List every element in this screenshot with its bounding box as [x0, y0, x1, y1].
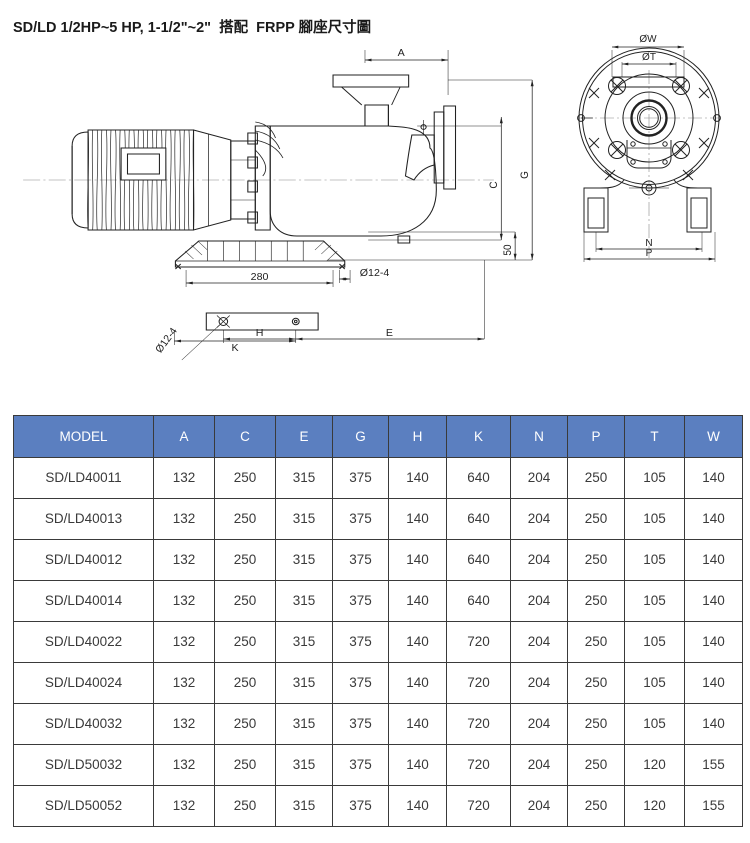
svg-text:280: 280 — [251, 272, 269, 283]
svg-text:Ø12-4: Ø12-4 — [154, 326, 180, 355]
svg-text:ØT: ØT — [642, 52, 656, 63]
svg-text:C: C — [489, 181, 500, 189]
svg-text:50: 50 — [503, 244, 514, 255]
svg-text:A: A — [398, 48, 405, 59]
svg-text:G: G — [520, 171, 531, 179]
svg-text:ØW: ØW — [639, 34, 657, 45]
svg-text:H: H — [256, 328, 264, 339]
svg-text:K: K — [232, 343, 239, 354]
svg-text:E: E — [386, 328, 393, 339]
svg-text:Ø12-4: Ø12-4 — [360, 268, 390, 279]
svg-text:P: P — [646, 248, 653, 259]
